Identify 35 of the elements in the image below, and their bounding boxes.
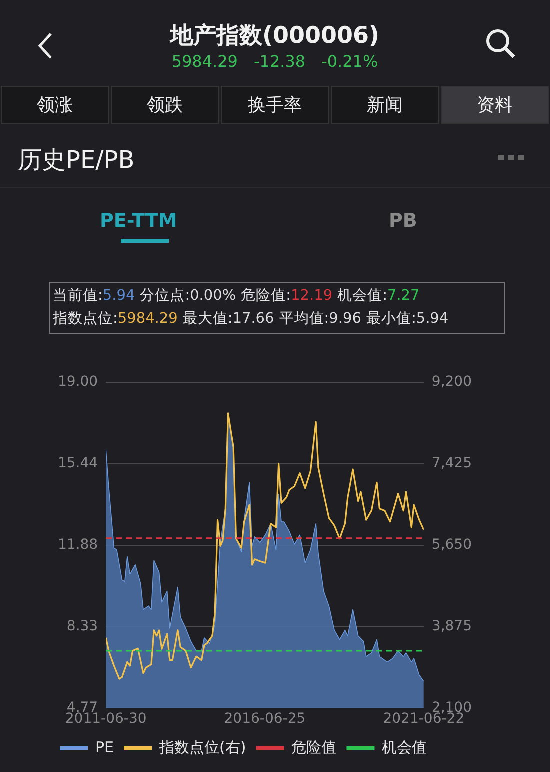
text: 危险值:12.19 <box>241 288 333 304</box>
text: 分位点:0.00% <box>140 288 236 304</box>
text: PE-TTM <box>100 210 178 232</box>
text: 最大值:17.66 <box>182 311 274 327</box>
text: PB <box>389 210 418 232</box>
y-tick-label: 15.44 <box>58 456 98 472</box>
text: 指数点位: <box>53 311 118 327</box>
text: 领涨 <box>1 86 109 124</box>
x-tick-label: 2016-06-25 <box>224 711 306 728</box>
text: 当前值:5.94 <box>53 288 136 304</box>
text: 最小值:5.94 <box>366 311 449 327</box>
chart-title: 地产指数(000006) <box>168 22 381 51</box>
chart-subtitle: 历史PE/PB <box>18 145 135 176</box>
text: -0.21% <box>322 52 378 71</box>
text: -12.38 <box>254 52 306 71</box>
y-tick-label: 19.00 <box>58 374 98 390</box>
y2-tick-label: 7,425 <box>432 455 472 472</box>
text: 机会值:7.27 <box>338 288 420 304</box>
text: 5984.29 <box>118 311 178 327</box>
x-tick-label: 2021-06-22 <box>383 711 465 728</box>
legend-label: 指数点位(右) <box>158 738 246 756</box>
y-tick-label: 8.33 <box>66 618 98 634</box>
legend-label: 机会值 <box>382 738 428 756</box>
y2-tick-label: 3,875 <box>432 618 472 634</box>
text: 新闻 <box>331 86 439 124</box>
text: 换手率 <box>221 86 329 124</box>
text: 领跌 <box>111 86 219 124</box>
text: 5984.29 <box>172 52 238 71</box>
y2-tick-label: 5,650 <box>432 536 472 553</box>
text: 平均值:9.96 <box>279 311 362 327</box>
y2-tick-label: 9,200 <box>432 374 472 390</box>
text: 资料 <box>441 86 549 124</box>
legend-label: PE <box>96 738 114 756</box>
legend-label: 危险值 <box>292 738 337 756</box>
y-tick-label: 11.88 <box>58 537 98 554</box>
